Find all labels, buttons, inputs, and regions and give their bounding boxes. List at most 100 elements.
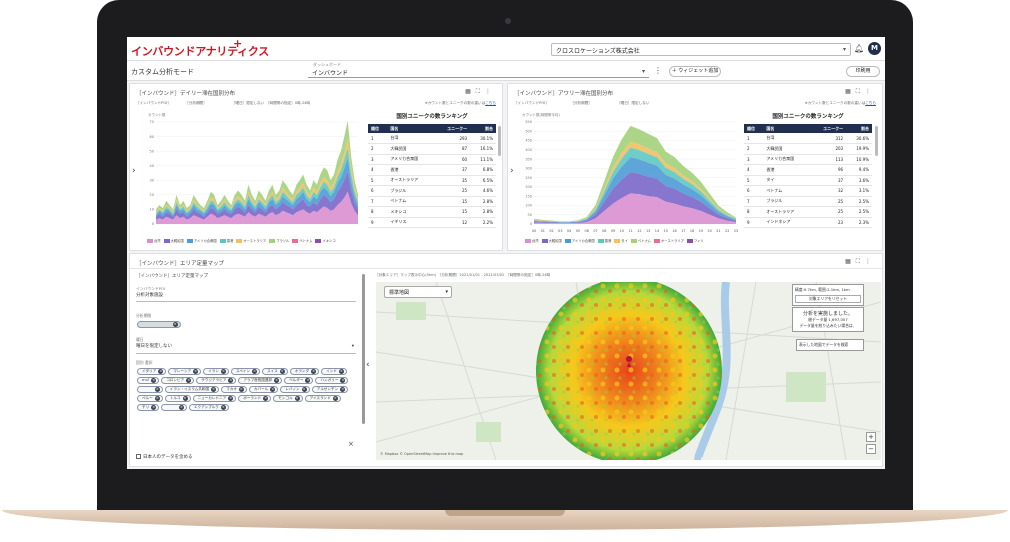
country-chip[interactable]: イラン・イスラム共和国 × — [164, 386, 220, 393]
column-header-unique[interactable]: ユニークー — [434, 124, 471, 133]
country-chip[interactable]: アイスランド × — [304, 395, 341, 402]
chip-remove-icon: × — [338, 369, 344, 374]
country-chip[interactable]: ペルー × — [137, 395, 163, 402]
country-chip[interactable]: マレーシア × — [168, 368, 202, 375]
add-widget-button[interactable]: ＋ ウィジェット追加 — [669, 66, 721, 77]
poi-field[interactable]: 分析対象施設 — [136, 292, 356, 302]
include-japanese-checkbox[interactable]: 日本人のデータを含める — [136, 454, 193, 460]
note-link[interactable]: こちら — [485, 101, 496, 105]
legend-swatch — [614, 239, 621, 243]
country-chip[interactable]: スペイン × — [230, 368, 261, 375]
notification-bell-icon[interactable]: 🔔︎ — [854, 44, 865, 53]
chevron-left-icon[interactable]: › — [132, 166, 136, 176]
map-style-select[interactable]: 標準地図 ▾ — [384, 286, 452, 298]
table-icon[interactable]: ▦ — [845, 258, 856, 265]
column-header-rank[interactable]: 順位 — [744, 124, 764, 133]
heat-map[interactable]: 標準地図 ▾ 精度:0.7km, 範囲:2.1km, 1km 対象エリアをリセット… — [376, 282, 881, 460]
country-chip[interactable]: コロンビア × — [161, 377, 195, 384]
weekday-select[interactable]: 曜日を限定しない ▾ — [136, 343, 356, 354]
company-select[interactable]: クロスロケーションズ株式会社 ▾ — [551, 43, 851, 56]
x-tick-label: 06 — [585, 229, 589, 233]
scrollbar[interactable] — [362, 274, 365, 424]
legend-item: 香港 — [226, 239, 234, 243]
legend-item: 大韓民国 — [548, 239, 562, 243]
dashboard-select[interactable]: インバウンド ▾ — [308, 66, 649, 78]
note-link[interactable]: こちら — [865, 101, 876, 105]
country-chip[interactable]: アルゼンチン × — [311, 386, 349, 393]
zoom-in-button[interactable]: + — [866, 432, 876, 442]
area-map-panel: ［インバウンド］エリア定量マップ ▦⛶⋮ ［インバウンド］エリア定量マップ イン… — [129, 253, 884, 467]
x-tick-label: 16 — [672, 229, 676, 233]
cell-unique: 15 — [434, 196, 471, 207]
logo[interactable]: インバウンドアナリティクス — [131, 46, 269, 58]
more-icon[interactable]: ⋮ — [865, 88, 876, 95]
column-header-rank[interactable]: 順位 — [368, 124, 388, 133]
logo-plus: + — [233, 37, 243, 50]
country-chip[interactable]: トルコ × — [164, 395, 191, 402]
country-chip[interactable]: × — [161, 404, 187, 411]
country-chip[interactable]: イタリア × — [137, 368, 167, 375]
country-chip[interactable]: ハンガリー × — [315, 377, 349, 384]
more-icon[interactable]: ⋮ — [865, 258, 876, 265]
map-search-input[interactable]: 表示した地図でデータを検索 — [796, 339, 864, 351]
legend-item: オーストラリア — [243, 239, 267, 243]
country-chip[interactable]: スイス × — [262, 368, 288, 375]
avatar[interactable]: M — [868, 42, 881, 55]
table-row: 2 大韓民国 203 19.9% — [744, 143, 872, 155]
cell-unique: 203 — [810, 143, 847, 155]
country-chip[interactable]: ｍｄ × — [137, 377, 160, 384]
country-chip[interactable]: アラブ首長国連邦 × — [238, 377, 283, 384]
cell-share: 3.6% — [846, 175, 872, 186]
clear-icon[interactable]: × — [348, 440, 354, 448]
country-chip[interactable]: カバール × — [248, 386, 279, 393]
more-icon[interactable]: ⋮ — [485, 88, 496, 95]
column-header-country[interactable]: 国名 — [387, 124, 435, 133]
period-chip[interactable]: × — [136, 320, 182, 329]
column-header-share[interactable]: 割合 — [846, 124, 872, 133]
weekday-label: 曜日 — [136, 337, 144, 342]
table-row: 6 ブラジル 25 4.6% — [368, 185, 496, 197]
chevron-left-icon[interactable]: › — [510, 166, 514, 176]
country-chip[interactable]: × — [137, 386, 163, 393]
x-tick-label: 07 — [593, 229, 597, 233]
country-chip[interactable]: イラン × — [203, 368, 229, 375]
cell-unique: 25 — [810, 196, 847, 207]
country-chip[interactable]: オランダ × — [289, 368, 320, 375]
cell-share: 19.9% — [846, 143, 872, 155]
table-icon[interactable]: ▦ — [465, 88, 476, 95]
legend-item: 大韓民国 — [170, 239, 184, 243]
country-chip[interactable]: インド × — [321, 368, 347, 375]
chip-remove-icon: × — [151, 405, 157, 410]
column-header-unique[interactable]: ユニークー — [810, 124, 847, 133]
panel-note: ※カウント数とユニークの数の違いはこちら — [804, 101, 876, 105]
country-chip[interactable]: エクアンプルク × — [188, 404, 229, 411]
country-chip[interactable]: マカオ × — [221, 386, 247, 393]
table-icon[interactable]: ▦ — [845, 88, 856, 95]
ranking-table: 順位 国名 ユニークー 割合 1 台湾 312 30.6% 2 大韓民国 203 19.9% 3 アメリカ… — [744, 124, 872, 228]
more-icon[interactable]: ⋮ — [654, 66, 662, 75]
cell-rank: 6 — [368, 185, 388, 197]
country-chip[interactable]: ポーランド × — [238, 395, 272, 402]
country-chip[interactable]: サウジアラビア × — [196, 377, 237, 384]
y-tick-label: 150 — [525, 194, 532, 198]
country-chip[interactable]: レバノン × — [280, 386, 310, 393]
scrollbar[interactable] — [498, 126, 501, 156]
cell-rank: 9 — [368, 217, 388, 228]
cell-country: 香港 — [763, 164, 811, 176]
reset-area-button[interactable]: 対象エリアをリセット — [795, 295, 861, 303]
country-chip[interactable]: モンゴル × — [273, 395, 303, 402]
column-header-country[interactable]: 国名 — [763, 124, 811, 133]
print-button[interactable]: 印刷用 — [846, 66, 880, 77]
column-header-share[interactable]: 割合 — [470, 124, 496, 133]
zoom-out-button[interactable]: − — [866, 444, 876, 454]
country-chip[interactable]: チリ × — [137, 404, 160, 411]
country-chip[interactable]: ニューカレドニア × — [192, 395, 237, 402]
expand-icon[interactable]: ⛶ — [475, 88, 485, 95]
expand-icon[interactable]: ⛶ — [855, 88, 865, 95]
country-chip[interactable]: ベルギー × — [284, 377, 314, 384]
x-tick-label: 01 — [541, 229, 545, 233]
scrollbar[interactable] — [875, 126, 878, 156]
expand-icon[interactable]: ⛶ — [855, 258, 865, 265]
chevron-left-icon[interactable]: ‹ — [366, 360, 370, 370]
map-attribution: © Mapbox © OpenStreetMap Improve this ma… — [380, 452, 464, 456]
